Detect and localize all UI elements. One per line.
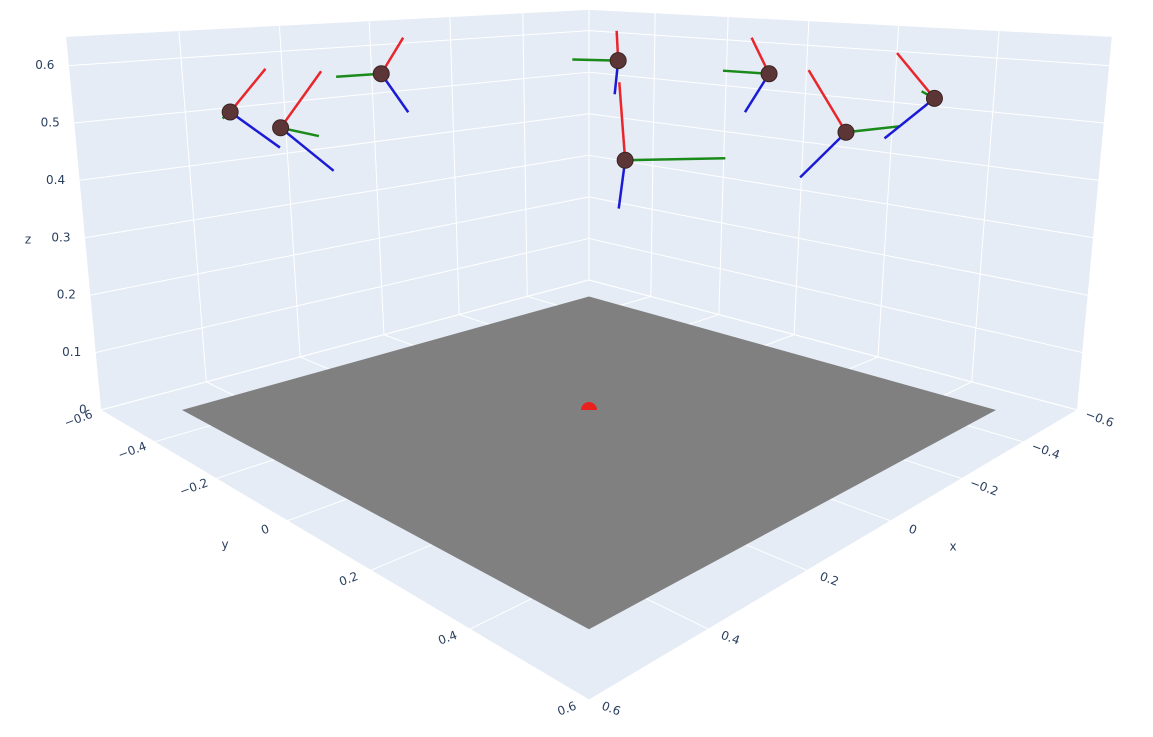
grid-line xyxy=(718,17,729,315)
grid-line xyxy=(877,25,900,357)
frame-axis xyxy=(799,131,847,179)
grid-line xyxy=(650,13,656,297)
camera-marker xyxy=(760,65,778,83)
grid-line xyxy=(588,196,1089,296)
grid-line xyxy=(73,71,590,124)
camera-marker xyxy=(272,119,290,137)
grid-line xyxy=(588,279,1078,411)
grid-line xyxy=(68,30,590,67)
grid-line xyxy=(84,154,590,239)
ground-plane xyxy=(182,296,996,630)
camera-marker xyxy=(925,89,943,107)
y-tick-label: −0.2 xyxy=(178,476,210,499)
wall-left xyxy=(65,9,590,410)
y-tick-label: 0.4 xyxy=(436,628,459,648)
x-tick-label: 0 xyxy=(907,522,919,538)
grid-line xyxy=(100,409,590,701)
origin-marker xyxy=(581,402,597,410)
grid-line xyxy=(522,13,528,297)
camera-marker xyxy=(372,65,390,83)
grid-line xyxy=(79,113,590,181)
z-tick-label: 0 xyxy=(79,403,87,417)
camera-marker xyxy=(609,52,627,70)
grid-line xyxy=(449,17,460,315)
frame-axis xyxy=(279,70,323,129)
grid-line xyxy=(793,21,810,335)
grid-line xyxy=(278,25,301,357)
grid-line xyxy=(588,409,1078,701)
frame-axis xyxy=(896,52,936,100)
frame-axis xyxy=(229,110,281,149)
grid-line xyxy=(95,237,590,354)
y-tick-label: 0 xyxy=(259,522,271,538)
z-tick-label: 0.4 xyxy=(46,173,65,187)
y-tick-label: 0.2 xyxy=(337,569,360,589)
grid-line xyxy=(178,31,207,382)
z-tick-label: 0.6 xyxy=(35,58,54,72)
frame-axis xyxy=(883,97,936,140)
wall-right xyxy=(589,9,1113,410)
camera-marker xyxy=(616,151,634,169)
grid-line xyxy=(588,71,1105,124)
frame-axis xyxy=(845,124,901,134)
z-tick-label: 0.1 xyxy=(62,345,81,359)
z-tick-label: 0.2 xyxy=(57,288,76,302)
frame-axis xyxy=(625,156,726,162)
grid-line xyxy=(65,36,102,411)
grid-line xyxy=(1076,36,1113,411)
grid-line xyxy=(588,30,1110,67)
y-tick-label: 0.6 xyxy=(555,699,578,719)
x-tick-label: −0.6 xyxy=(1083,407,1115,430)
y-tick-label: −0.4 xyxy=(116,439,148,462)
grid-line xyxy=(100,279,590,411)
grid-line xyxy=(971,31,1000,382)
camera-marker xyxy=(837,123,855,141)
z-tick-label: 0.3 xyxy=(51,230,70,244)
frame-axis xyxy=(229,67,267,113)
frame-axis xyxy=(807,69,848,133)
z-axis-title: z xyxy=(25,233,31,247)
x-tick-label: −0.4 xyxy=(1030,439,1062,462)
frame-axis xyxy=(618,82,627,161)
grid-line xyxy=(588,113,1099,181)
z-tick-label: 0.5 xyxy=(41,116,60,130)
grid-line xyxy=(588,154,1094,239)
x-tick-label: −0.2 xyxy=(968,476,1000,499)
camera-marker xyxy=(221,103,239,121)
x-tick-label: 0.2 xyxy=(818,569,841,589)
frame-axis xyxy=(279,126,335,172)
grid-line xyxy=(89,196,590,296)
x-axis-title: x xyxy=(949,540,956,554)
x-tick-label: 0.4 xyxy=(719,628,742,648)
grid-line xyxy=(588,237,1083,354)
x-tick-label: 0.6 xyxy=(600,699,623,719)
y-axis-title: y xyxy=(221,538,228,552)
